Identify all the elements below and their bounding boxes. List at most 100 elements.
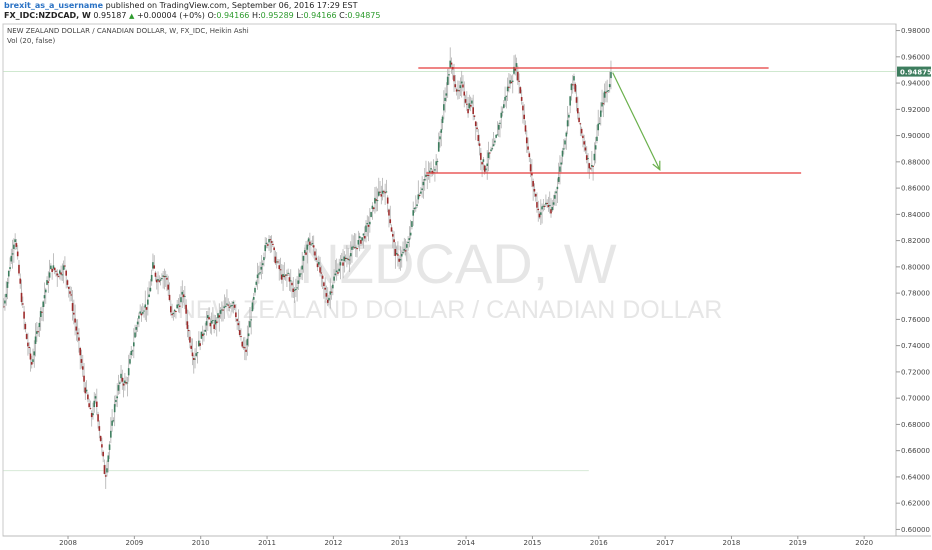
candle-body bbox=[108, 444, 111, 450]
y-tick-label: 0.62000 bbox=[901, 500, 930, 508]
candle-body bbox=[557, 177, 560, 182]
candle-body bbox=[7, 270, 10, 277]
trend-lines[interactable] bbox=[418, 67, 802, 174]
candle-body bbox=[420, 191, 422, 194]
candle-body bbox=[204, 329, 207, 332]
publish-info: published on TradingView.com, September … bbox=[105, 1, 358, 10]
candle-body bbox=[589, 168, 592, 170]
candle-body bbox=[496, 134, 499, 136]
candle-body bbox=[172, 312, 175, 315]
candle-body bbox=[437, 142, 440, 152]
candle-body bbox=[205, 321, 208, 326]
candle-body bbox=[335, 270, 338, 273]
candle-body bbox=[162, 275, 164, 277]
candle-body bbox=[104, 475, 107, 477]
candle-body bbox=[471, 100, 473, 104]
candle-body bbox=[57, 276, 60, 278]
x-tick-label: 2017 bbox=[656, 539, 674, 547]
y-tick-label: 0.82000 bbox=[901, 237, 930, 245]
symbol-label: FX_IDC:NZDCAD, W bbox=[4, 11, 91, 20]
candle-body bbox=[118, 382, 121, 384]
candle-body bbox=[556, 186, 559, 190]
candle-body bbox=[306, 244, 309, 250]
candle-body bbox=[431, 170, 434, 174]
candle-body bbox=[547, 205, 550, 208]
candle-body bbox=[266, 244, 269, 246]
candle-body bbox=[440, 129, 443, 133]
candle-body bbox=[608, 84, 611, 88]
candle-body bbox=[195, 353, 198, 356]
candle-body bbox=[310, 244, 312, 246]
candle-body bbox=[469, 104, 472, 107]
candle-body bbox=[494, 140, 496, 143]
candle-body bbox=[103, 465, 106, 474]
candle-body bbox=[406, 244, 408, 248]
candle-body bbox=[478, 143, 481, 146]
candle-body bbox=[263, 257, 265, 261]
candle-body bbox=[585, 155, 588, 160]
candle-body bbox=[473, 115, 476, 117]
candle-body bbox=[56, 273, 59, 276]
candle-body bbox=[352, 246, 355, 248]
candle-body bbox=[587, 158, 589, 160]
candle-body bbox=[217, 313, 219, 319]
candle-body bbox=[33, 351, 36, 356]
candle-body bbox=[298, 273, 301, 277]
candle-body bbox=[513, 66, 515, 74]
publish-line: brexit_as_a_username published on Tradin… bbox=[4, 1, 357, 11]
candle-body bbox=[139, 311, 141, 314]
candle-body bbox=[594, 145, 597, 150]
candle-body bbox=[293, 289, 296, 291]
candle-body bbox=[231, 305, 233, 307]
x-tick-label: 2019 bbox=[789, 539, 807, 547]
candle-body bbox=[492, 144, 495, 147]
candle-body bbox=[302, 255, 305, 261]
x-tick-label: 2013 bbox=[391, 539, 409, 547]
candle-body bbox=[60, 272, 62, 275]
candle-body bbox=[309, 241, 311, 245]
candle-body bbox=[588, 163, 591, 169]
candle-body bbox=[292, 288, 295, 292]
candle-body bbox=[184, 295, 186, 297]
candle-body bbox=[468, 103, 471, 109]
candle-body bbox=[154, 272, 157, 277]
candle-body bbox=[598, 123, 601, 125]
candle-body bbox=[324, 287, 326, 290]
candle-body bbox=[208, 317, 210, 320]
candle-body bbox=[480, 152, 482, 160]
candle-body bbox=[260, 266, 263, 270]
candle-body bbox=[422, 181, 425, 186]
candle-body bbox=[39, 311, 42, 317]
candle-body bbox=[140, 313, 143, 316]
candle-body bbox=[301, 265, 304, 270]
candle-body bbox=[305, 252, 307, 255]
candle-body bbox=[333, 276, 335, 281]
candle-body bbox=[555, 191, 557, 194]
candle-body bbox=[490, 149, 492, 152]
symbol-line: FX_IDC:NZDCAD, W 0.95187 ▲ +0.00004 (+0%… bbox=[4, 11, 380, 21]
candle-body bbox=[392, 234, 394, 237]
candle-body bbox=[135, 327, 138, 330]
candle-body bbox=[2, 306, 5, 308]
candle-body bbox=[386, 197, 389, 204]
candle-body bbox=[477, 135, 480, 141]
y-tick-label: 0.76000 bbox=[901, 316, 930, 324]
candle-body bbox=[503, 104, 505, 108]
candle-body bbox=[342, 262, 344, 266]
candle-body bbox=[152, 262, 154, 269]
candle-body bbox=[482, 159, 485, 162]
author-link[interactable]: brexit_as_a_username bbox=[4, 1, 104, 10]
candle-body bbox=[546, 202, 548, 204]
candle-body bbox=[194, 358, 196, 360]
candle-body bbox=[6, 281, 9, 288]
candle-body bbox=[41, 311, 43, 313]
y-tick-label: 0.74000 bbox=[901, 342, 930, 350]
candle-body bbox=[407, 241, 409, 244]
candle-body bbox=[561, 150, 564, 157]
candle-body bbox=[474, 121, 477, 127]
candle-body bbox=[27, 342, 29, 347]
y-tick-label: 0.98000 bbox=[901, 27, 930, 35]
candle-body bbox=[515, 63, 518, 67]
candle-body bbox=[403, 249, 406, 251]
